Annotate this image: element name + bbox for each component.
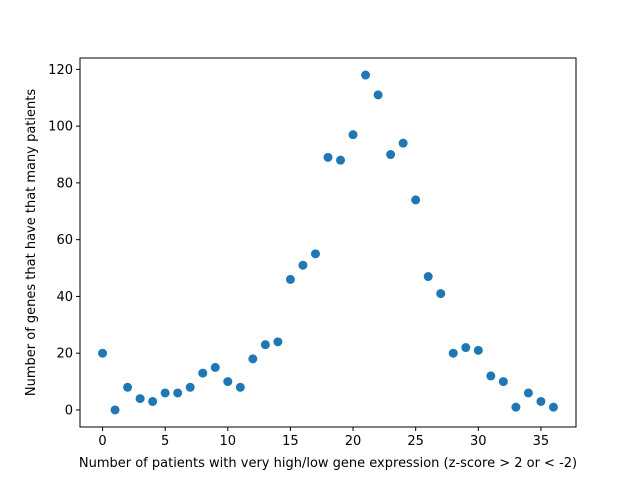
x-tick-label: 25	[407, 434, 424, 449]
data-point	[336, 155, 346, 165]
x-tick-label: 20	[345, 434, 362, 449]
y-tick-label: 0	[65, 403, 73, 418]
data-point	[423, 272, 433, 282]
data-point	[461, 343, 471, 353]
data-point	[323, 152, 333, 162]
data-point	[198, 368, 208, 378]
y-tick-label: 80	[56, 176, 73, 191]
data-point	[273, 337, 283, 347]
data-point	[548, 402, 558, 412]
data-point	[411, 195, 421, 205]
data-point	[398, 138, 408, 148]
x-tick-label: 15	[282, 434, 299, 449]
x-tick-label: 5	[161, 434, 169, 449]
data-point	[523, 388, 533, 398]
x-tick-label: 10	[220, 434, 237, 449]
data-point	[148, 396, 158, 406]
data-point	[260, 340, 270, 350]
x-axis-ticks: 0 5 10 15 20 25 30 35	[98, 427, 549, 449]
data-points	[98, 70, 558, 415]
data-point	[185, 382, 195, 392]
x-tick-label: 30	[470, 434, 487, 449]
y-tick-label: 100	[48, 120, 73, 135]
data-point	[373, 90, 383, 100]
data-point	[436, 289, 446, 299]
y-axis-label: Number of genes that have that many pati…	[24, 89, 39, 396]
data-point	[235, 382, 245, 392]
data-point	[135, 394, 145, 404]
data-point	[473, 345, 483, 355]
data-point	[448, 348, 458, 358]
data-point	[536, 396, 546, 406]
data-point	[486, 371, 496, 381]
data-point	[173, 388, 183, 398]
plot-frame	[79, 57, 577, 428]
data-point	[98, 348, 108, 358]
data-point	[123, 382, 133, 392]
y-axis-ticks: 0 20 40 60 80 100 120	[48, 63, 80, 418]
data-point	[386, 150, 396, 160]
data-point	[160, 388, 170, 398]
data-point	[248, 354, 258, 364]
x-tick-label: 0	[98, 434, 106, 449]
data-point	[361, 70, 371, 80]
data-point	[223, 377, 233, 387]
data-point	[310, 249, 320, 259]
data-point	[285, 274, 295, 284]
x-axis-label: Number of patients with very high/low ge…	[79, 456, 577, 471]
data-point	[110, 405, 120, 415]
data-point	[498, 377, 508, 387]
data-point	[348, 130, 358, 140]
y-tick-label: 120	[48, 63, 73, 78]
data-point	[298, 260, 308, 270]
x-tick-label: 35	[533, 434, 550, 449]
data-point	[210, 362, 220, 372]
y-tick-label: 20	[56, 347, 73, 362]
data-point	[511, 402, 521, 412]
y-tick-label: 40	[56, 290, 73, 305]
y-tick-label: 60	[56, 233, 73, 248]
